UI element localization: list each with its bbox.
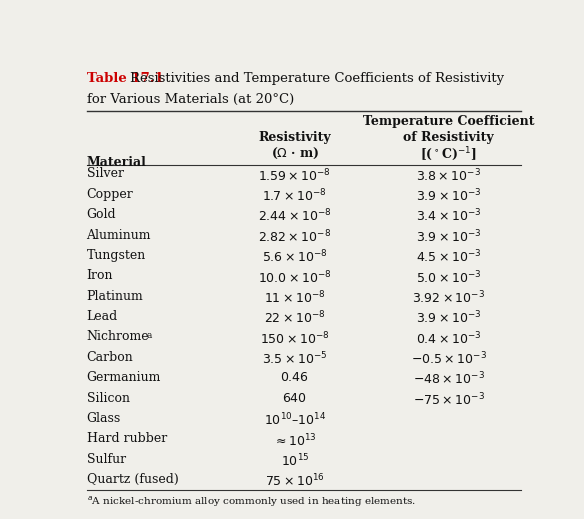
Text: of Resistivity: of Resistivity [404,131,494,144]
Text: ($\Omega$ · m): ($\Omega$ · m) [270,146,319,161]
Text: Resistivities and Temperature Coefficients of Resistivity: Resistivities and Temperature Coefficien… [130,72,503,85]
Text: $3.9 \times 10^{-3}$: $3.9 \times 10^{-3}$ [416,188,481,204]
Text: $1.7 \times 10^{-8}$: $1.7 \times 10^{-8}$ [262,188,327,204]
Text: $3.4 \times 10^{-3}$: $3.4 \times 10^{-3}$ [416,208,481,225]
Text: Silicon: Silicon [86,391,130,405]
Text: Glass: Glass [86,412,121,425]
Text: a: a [147,331,152,340]
Text: $2.44 \times 10^{-8}$: $2.44 \times 10^{-8}$ [258,208,332,225]
Text: $22 \times 10^{-8}$: $22 \times 10^{-8}$ [264,310,325,326]
Text: Table 17.1: Table 17.1 [86,72,164,85]
Text: $3.92 \times 10^{-3}$: $3.92 \times 10^{-3}$ [412,290,485,306]
Text: $3.9 \times 10^{-3}$: $3.9 \times 10^{-3}$ [416,228,481,245]
Text: Material: Material [86,156,147,169]
Text: $4.5 \times 10^{-3}$: $4.5 \times 10^{-3}$ [416,249,481,266]
Text: $3.8 \times 10^{-3}$: $3.8 \times 10^{-3}$ [416,168,481,184]
Text: $3.9 \times 10^{-3}$: $3.9 \times 10^{-3}$ [416,310,481,326]
Text: $75 \times 10^{16}$: $75 \times 10^{16}$ [265,473,325,490]
Text: $150 \times 10^{-8}$: $150 \times 10^{-8}$ [260,331,329,347]
Text: $-48 \times 10^{-3}$: $-48 \times 10^{-3}$ [413,371,485,388]
Text: $-75 \times 10^{-3}$: $-75 \times 10^{-3}$ [413,391,485,408]
Text: Platinum: Platinum [86,290,143,303]
Text: $3.5 \times 10^{-5}$: $3.5 \times 10^{-5}$ [262,351,328,367]
Text: $11 \times 10^{-8}$: $11 \times 10^{-8}$ [264,290,325,306]
Text: $640$: $640$ [282,391,307,405]
Text: Gold: Gold [86,208,116,221]
Text: Resistivity: Resistivity [259,131,331,144]
Text: $0.4 \times 10^{-3}$: $0.4 \times 10^{-3}$ [416,331,481,347]
Text: $5.6 \times 10^{-8}$: $5.6 \times 10^{-8}$ [262,249,328,266]
Text: Iron: Iron [86,269,113,282]
Text: Silver: Silver [86,168,124,181]
Text: Sulfur: Sulfur [86,453,126,466]
Text: Temperature Coefficient: Temperature Coefficient [363,115,534,128]
Text: $10^{15}$: $10^{15}$ [280,453,309,469]
Text: Nichrome: Nichrome [86,331,149,344]
Text: [($^\circ$C)$^{-1}$]: [($^\circ$C)$^{-1}$] [420,146,477,163]
Text: $10^{10}$–$10^{14}$: $10^{10}$–$10^{14}$ [263,412,326,429]
Text: Hard rubber: Hard rubber [86,432,167,445]
Text: $2.82 \times 10^{-8}$: $2.82 \times 10^{-8}$ [258,228,331,245]
Text: $5.0 \times 10^{-3}$: $5.0 \times 10^{-3}$ [416,269,481,286]
Text: $1.59 \times 10^{-8}$: $1.59 \times 10^{-8}$ [258,168,331,184]
Text: $^a$A nickel-chromium alloy commonly used in heating elements.: $^a$A nickel-chromium alloy commonly use… [86,495,416,510]
Text: Tungsten: Tungsten [86,249,146,262]
Text: $10.0 \times 10^{-8}$: $10.0 \times 10^{-8}$ [258,269,332,286]
Text: for Various Materials (at 20°C): for Various Materials (at 20°C) [86,93,294,106]
Text: Germanium: Germanium [86,371,161,384]
Text: $\approx 10^{13}$: $\approx 10^{13}$ [273,432,317,449]
Text: Copper: Copper [86,188,133,201]
Text: Lead: Lead [86,310,118,323]
Text: Aluminum: Aluminum [86,228,151,241]
Text: $0.46$: $0.46$ [280,371,310,384]
Text: Quartz (fused): Quartz (fused) [86,473,178,486]
Text: Carbon: Carbon [86,351,133,364]
Text: $-0.5 \times 10^{-3}$: $-0.5 \times 10^{-3}$ [411,351,486,367]
